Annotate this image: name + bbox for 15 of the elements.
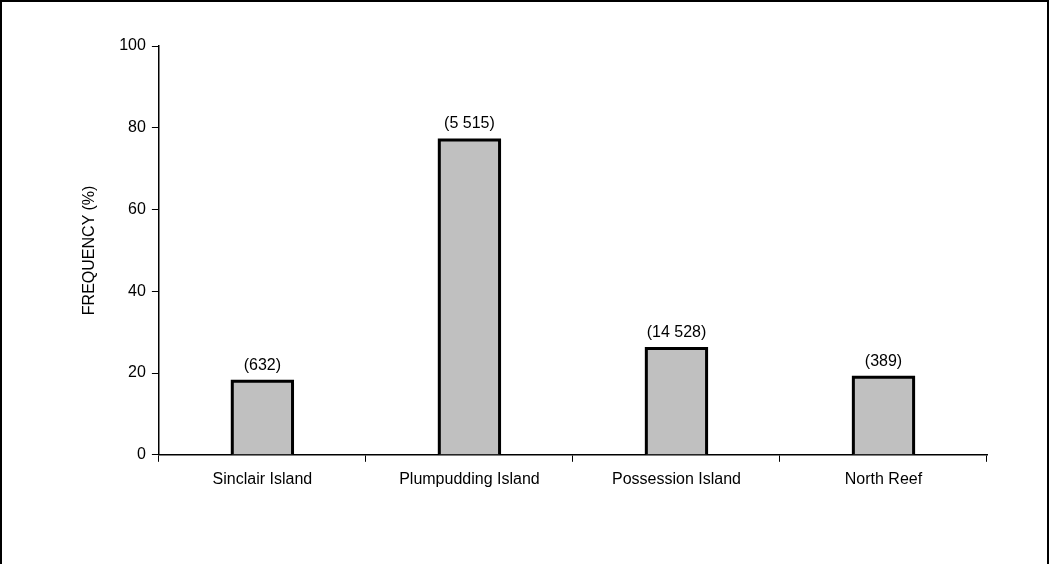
y-tick-label: 100 (119, 36, 146, 54)
y-tick-label: 40 (128, 281, 146, 299)
y-tick-label: 80 (128, 118, 146, 136)
annotation: (14 528) (646, 322, 707, 340)
annotation: (632) (243, 355, 282, 373)
annotation: (389) (864, 351, 903, 369)
y-tick-label: 60 (128, 199, 146, 217)
x-tick-label: Possession Island (611, 469, 741, 487)
y-axis-title: FREQUENCY (%) (80, 185, 98, 316)
x-tick-label: North Reef (844, 469, 923, 487)
y-tick-label: 0 (136, 445, 146, 463)
annotation: (5 515) (444, 114, 495, 132)
y-tick-label: 20 (128, 363, 146, 381)
x-tick-label: Sinclair Island (212, 469, 313, 487)
x-tick-label: Plumpudding Island (399, 469, 540, 487)
